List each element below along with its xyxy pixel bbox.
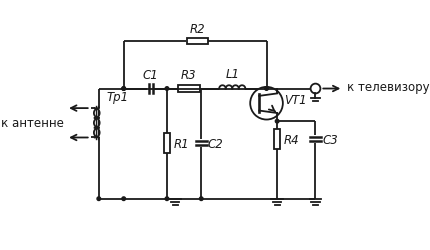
Circle shape [165, 88, 169, 91]
Text: R2: R2 [189, 24, 205, 36]
Bar [178, 86, 200, 92]
Text: L1: L1 [225, 68, 239, 81]
Circle shape [265, 88, 268, 91]
Text: C2: C2 [208, 137, 224, 150]
Text: C1: C1 [143, 69, 159, 82]
Bar [187, 39, 208, 45]
Text: к антенне: к антенне [1, 117, 64, 130]
Bar [164, 134, 170, 154]
Text: C3: C3 [322, 133, 338, 146]
Text: R3: R3 [181, 69, 197, 82]
Circle shape [200, 197, 203, 201]
Text: VT1: VT1 [285, 94, 307, 107]
Text: к телевизору: к телевизору [347, 80, 429, 93]
Text: Тр1: Тр1 [107, 91, 129, 104]
Circle shape [275, 120, 279, 124]
Circle shape [165, 197, 169, 201]
Circle shape [122, 197, 126, 201]
Circle shape [122, 88, 126, 91]
Text: R1: R1 [173, 137, 189, 150]
Circle shape [122, 88, 126, 91]
Text: R4: R4 [284, 133, 299, 146]
Circle shape [97, 197, 101, 201]
Bar [274, 130, 280, 149]
